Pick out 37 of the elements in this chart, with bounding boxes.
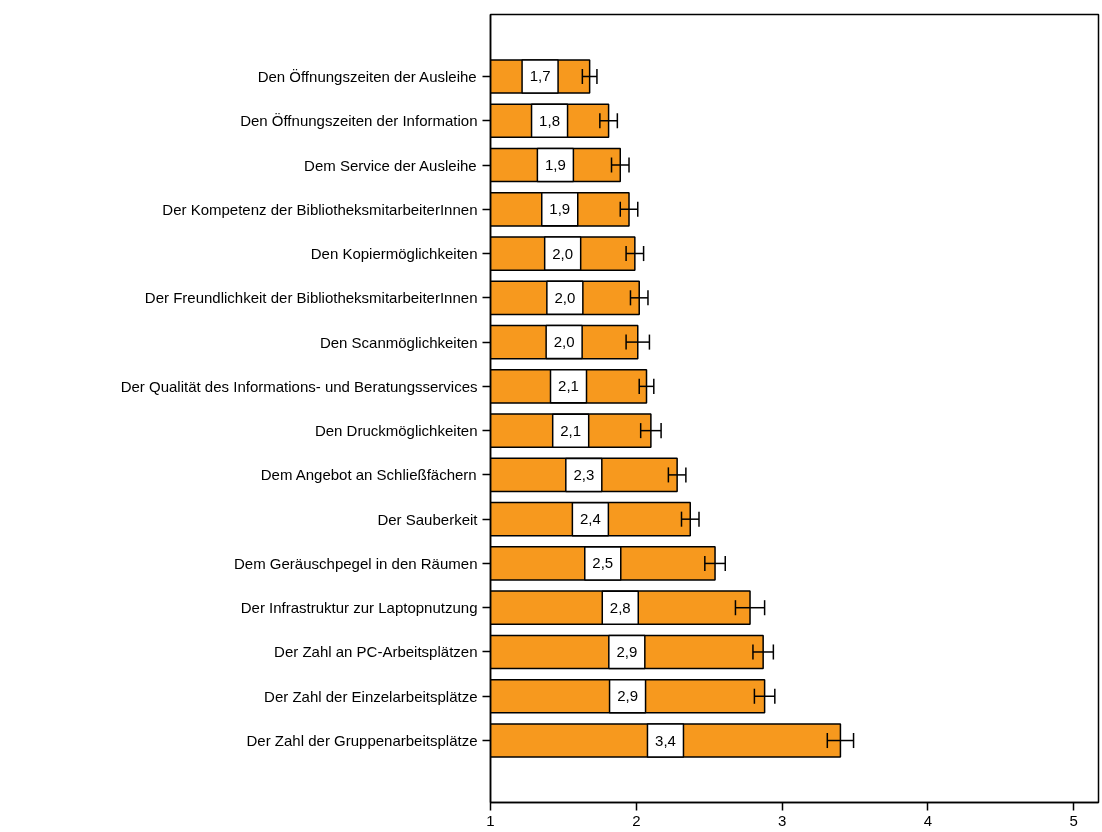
y-tick-label: Den Kopiermöglichkeiten — [310, 245, 478, 263]
data-label: 1,9 — [549, 200, 571, 218]
data-label: 2,0 — [554, 288, 576, 306]
data-label: 2,5 — [592, 554, 614, 572]
y-tick-label: Dem Geräuschpegel in den Räumen — [234, 554, 478, 572]
y-tick-label: Der Zahl der Gruppenarbeitsplätze — [246, 732, 478, 750]
y-tick-label: Der Sauberkeit — [377, 510, 479, 528]
y-tick-label: Der Zahl an PC-Arbeitsplätzen — [274, 643, 478, 661]
data-label: 1,7 — [529, 67, 551, 85]
data-label: 2,9 — [617, 687, 638, 705]
data-label: 2,1 — [558, 377, 579, 395]
y-tick-label: Den Öffnungszeiten der Information — [240, 112, 478, 130]
data-label: 2,0 — [552, 244, 574, 262]
y-tick-label: Der Zahl der Einzelarbeitsplätze — [264, 687, 478, 705]
y-tick-label: Den Druckmöglichkeiten — [314, 422, 478, 440]
x-tick-label: 2 — [632, 811, 641, 829]
x-tick-label: 1 — [486, 811, 495, 829]
data-label: 2,3 — [573, 465, 595, 483]
data-label: 2,8 — [609, 598, 631, 616]
x-tick-label: 3 — [777, 811, 787, 829]
y-tick-label: Dem Service der Ausleihe — [304, 156, 477, 174]
data-label: 3,4 — [655, 731, 676, 749]
y-tick-label: Der Infrastruktur zur Laptopnutzung — [240, 599, 478, 617]
x-tick-label: 4 — [923, 811, 933, 829]
data-label: 2,9 — [616, 642, 638, 660]
data-label: 2,4 — [579, 510, 601, 528]
y-tick-label: Der Freundlichkeit der BibliotheksmitarbeiterInnen — [144, 289, 478, 307]
data-label: 2,1 — [560, 421, 582, 439]
y-tick-label: Dem Angebot an Schließfächern — [260, 466, 477, 484]
y-tick-label: Den Scanmöglichkeiten — [319, 333, 478, 351]
data-label: 1,9 — [544, 156, 566, 174]
x-tick-label: 5 — [1069, 811, 1078, 829]
y-tick-label: Der Kompetenz der BibliotheksmitarbeiterInnen — [162, 200, 478, 218]
y-tick-label: Der Qualität des Informations- und Beratungsservices — [120, 377, 478, 395]
data-label: 1,8 — [539, 111, 560, 129]
data-label: 2,0 — [553, 333, 575, 351]
y-tick-label: Den Öffnungszeiten der Ausleihe — [257, 67, 477, 85]
